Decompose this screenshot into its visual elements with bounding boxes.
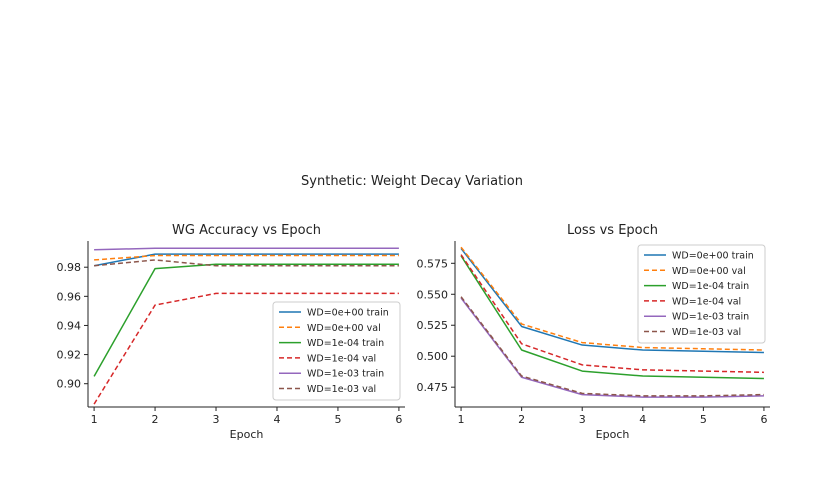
y-tick-label: 0.475 [417, 381, 449, 394]
legend-label: WD=1e-03 val [672, 327, 741, 338]
chart-title: Loss vs Epoch [567, 223, 658, 238]
legend-box [637, 244, 766, 344]
x-tick-label: 3 [579, 413, 586, 426]
legend: WD=0e+00 train WD=0e+00 val WD=1e-04 train… [637, 244, 766, 344]
series-line-4 [94, 247, 399, 251]
legend-label: WD=1e-04 val [307, 353, 376, 364]
series-line-2 [93, 263, 399, 377]
legend-box [272, 301, 401, 401]
y-tick-label: 0.525 [417, 319, 449, 332]
x-axis-label: Epoch [230, 428, 264, 441]
legend-label: WD=1e-03 train [672, 312, 749, 323]
legend-label: WD=0e+00 train [307, 308, 389, 319]
y-tick-label: 0.575 [417, 257, 449, 270]
accuracy-chart: WG Accuracy vs Epoch 0.90 0.92 0.94 0.96 0.98… [57, 223, 405, 441]
x-tick-label: 2 [518, 413, 525, 426]
y-tick-label: 0.96 [57, 290, 82, 303]
x-tick-label: 1 [91, 413, 98, 426]
legend-label: WD=0e+00 train [672, 251, 754, 262]
x-tick-label: 4 [273, 413, 280, 426]
x-tick-label: 6 [760, 413, 767, 426]
series-line-3 [93, 292, 399, 405]
x-axis-label: Epoch [596, 428, 630, 441]
loss-chart: Loss vs Epoch 0.475 0.500 0.525 0.550 0.575 1 2… [417, 223, 770, 441]
x-tick-label: 3 [213, 413, 220, 426]
legend-label: WD=1e-03 train [307, 369, 384, 380]
y-tick-label: 0.98 [57, 261, 82, 274]
y-tick-label: 0.500 [417, 350, 449, 363]
series-line-3 [460, 254, 764, 374]
x-tick-label: 5 [334, 413, 341, 426]
series-line-4 [460, 297, 764, 398]
x-tick-label: 5 [700, 413, 707, 426]
legend-label: WD=1e-04 train [672, 281, 749, 292]
series-line-0 [460, 247, 764, 354]
figure-title: Synthetic: Weight Decay Variation [301, 174, 523, 189]
x-tick-label: 1 [458, 413, 465, 426]
y-tick-label: 0.90 [57, 378, 82, 391]
legend: WD=0e+00 train WD=0e+00 val WD=1e-04 train… [272, 301, 401, 401]
legend-label: WD=1e-04 val [672, 296, 741, 307]
x-tick-label: 2 [152, 413, 159, 426]
y-tick-label: 0.94 [57, 319, 82, 332]
y-tick-label: 0.550 [417, 288, 449, 301]
x-tick-label: 6 [395, 413, 402, 426]
series-line-2 [460, 255, 764, 380]
series-line-1 [460, 246, 764, 351]
series-line-5 [94, 259, 399, 267]
series-line-1 [94, 254, 399, 261]
legend-label: WD=1e-04 train [307, 338, 384, 349]
legend-label: WD=1e-03 val [307, 384, 376, 395]
chart-title: WG Accuracy vs Epoch [172, 223, 321, 238]
series-line-5 [460, 296, 764, 397]
y-tick-label: 0.92 [57, 349, 82, 362]
x-tick-label: 4 [639, 413, 646, 426]
legend-label: WD=0e+00 val [672, 266, 746, 277]
legend-label: WD=0e+00 val [307, 323, 381, 334]
